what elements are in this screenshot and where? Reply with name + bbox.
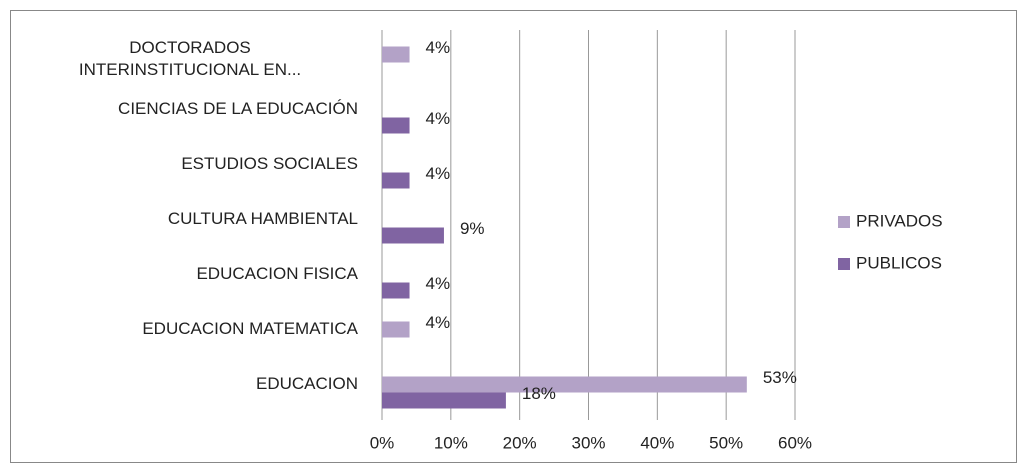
y-tick-label: EDUCACION MATEMATICA [142,318,358,338]
data-label: 4% [426,38,451,57]
x-tick-label: 10% [434,433,468,452]
bar [382,117,410,134]
bar [382,392,506,409]
x-tick-label: 40% [640,433,674,452]
bar [382,376,747,393]
x-tick-label: 60% [778,433,812,452]
legend-label: PUBLICOS [856,253,942,272]
bar [382,46,410,63]
data-label: 4% [426,164,451,183]
legend-label: PRIVADOS [856,211,943,230]
data-label: 4% [426,313,451,332]
y-tick-label: EDUCACION FISICA [196,263,358,283]
x-tick-label: 50% [709,433,743,452]
x-tick-label: 30% [571,433,605,452]
y-tick-label: EDUCACION [255,373,358,393]
data-label: 4% [426,109,451,128]
data-label: 9% [460,219,485,238]
y-tick-label: CULTURA HAMBIENTAL [167,208,358,228]
legend-swatch [838,216,850,228]
data-label: 53% [763,368,797,387]
y-tick-label: DOCTORADOS INTERINSTITUCIONAL EN... [78,37,302,79]
x-tick-label: 0% [370,433,395,452]
bar [382,282,410,299]
data-label: 18% [522,384,556,403]
bar [382,321,410,338]
y-tick-label: CIENCIAS DE LA EDUCACIÓN [118,98,358,118]
frame [10,10,1017,463]
x-tick-label: 20% [503,433,537,452]
y-tick-label: ESTUDIOS SOCIALES [181,153,358,173]
data-label: 4% [426,274,451,293]
bar [382,172,410,189]
legend-swatch [838,258,850,270]
bar [382,227,444,244]
